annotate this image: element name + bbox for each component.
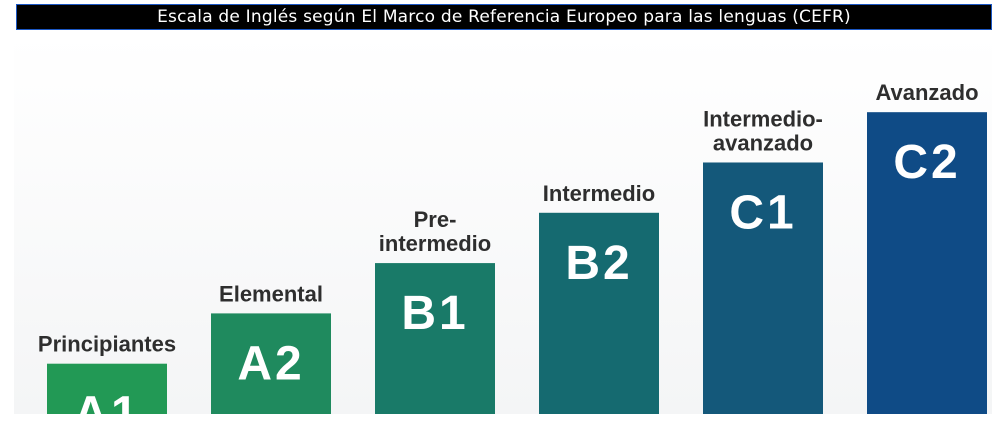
bar-group-a1: A1 Principiantes <box>38 332 176 414</box>
bar-code-a1: A1 <box>73 388 140 414</box>
bar-group-c2: C2 Avanzado <box>867 80 987 414</box>
bar-c2 <box>867 112 987 414</box>
level-label-c1-line2: avanzado <box>713 130 813 155</box>
chart-title-bar: Escala de Inglés según El Marco de Refer… <box>16 4 992 30</box>
level-label-c2: Avanzado <box>875 80 978 105</box>
bar-a1 <box>47 363 167 414</box>
bar-code-c1: C1 <box>729 186 796 239</box>
bar-b1 <box>375 263 495 414</box>
level-label-b2: Intermedio <box>543 181 655 206</box>
bar-c1 <box>703 162 823 414</box>
bar-group-a2: A2 Elemental <box>211 281 331 414</box>
bar-code-b1: B1 <box>401 287 468 340</box>
bar-code-c2: C2 <box>893 136 960 189</box>
level-label-b1-line1: Pre- <box>414 207 457 232</box>
bar-code-b2: B2 <box>565 237 632 290</box>
bar-group-b2: B2 Intermedio <box>539 181 659 414</box>
bar-group-c1: C1 Intermedio-avanzado <box>703 106 823 414</box>
level-label-a1: Principiantes <box>38 332 176 357</box>
bar-code-a2: A2 <box>237 337 304 390</box>
level-label-c1-line1: Intermedio- <box>703 106 823 131</box>
level-label-b1-line2: intermedio <box>379 231 491 256</box>
bar-b2 <box>539 212 659 414</box>
bar-a2 <box>211 313 331 414</box>
chart-area: A1 Principiantes A2 Elemental B1 Pre-intermed… <box>14 34 992 414</box>
chart-title: Escala de Inglés según El Marco de Refer… <box>157 7 851 27</box>
level-label-a2: Elemental <box>219 281 323 306</box>
cefr-bar-chart: A1 Principiantes A2 Elemental B1 Pre-intermed… <box>38 80 987 414</box>
bar-group-b1: B1 Pre-intermedio <box>375 207 495 414</box>
